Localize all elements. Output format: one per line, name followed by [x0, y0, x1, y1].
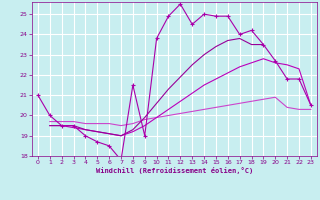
X-axis label: Windchill (Refroidissement éolien,°C): Windchill (Refroidissement éolien,°C): [96, 167, 253, 174]
